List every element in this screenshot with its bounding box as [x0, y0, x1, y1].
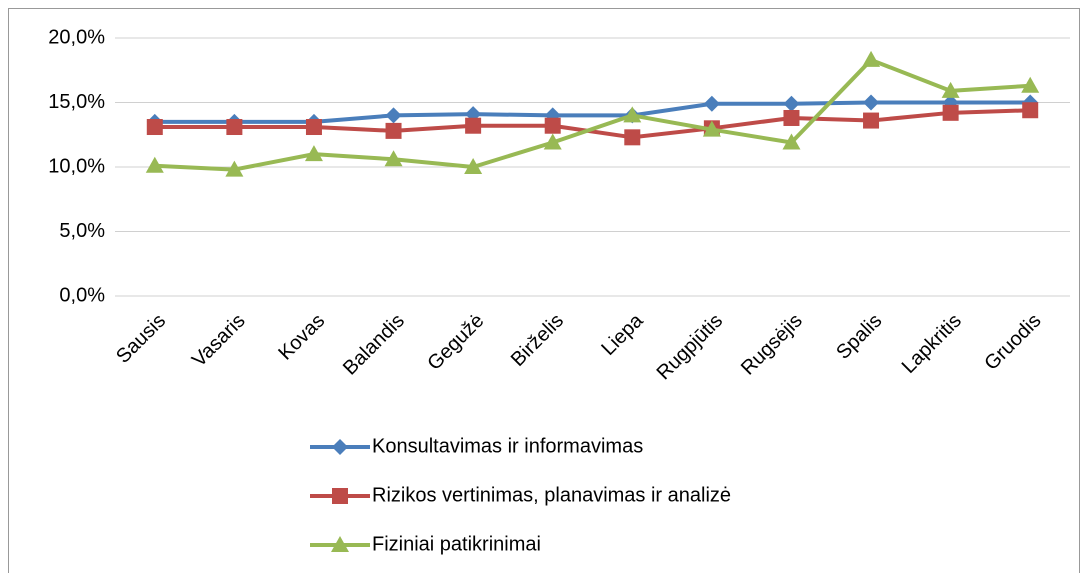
legend-label: Fiziniai patikrinimai	[372, 533, 541, 555]
point-marker	[544, 117, 561, 134]
point-marker	[863, 94, 880, 111]
x-tick-label: Rugpjūtis	[653, 310, 728, 385]
legend-label: Rizikos vertinimas, planavimas ir analiz…	[372, 484, 731, 506]
point-marker	[464, 158, 483, 174]
point-marker	[305, 119, 322, 136]
point-marker	[543, 133, 562, 150]
point-marker	[703, 95, 720, 112]
point-marker	[226, 119, 243, 136]
point-marker	[384, 150, 403, 167]
y-tick-label: 20,0%	[48, 26, 105, 48]
point-marker	[702, 120, 721, 137]
point-marker	[942, 104, 959, 121]
y-tick-label: 15,0%	[48, 91, 105, 113]
point-marker	[225, 160, 244, 177]
legend-label: Konsultavimas ir informavimas	[372, 435, 643, 457]
legend-marker	[332, 488, 348, 504]
x-tick-label: Liepa	[597, 309, 648, 360]
point-marker	[863, 112, 880, 129]
point-marker	[145, 156, 164, 173]
point-marker	[623, 106, 642, 123]
legend-marker	[332, 439, 348, 455]
point-marker	[783, 95, 800, 112]
x-tick-label: Gruodis	[980, 310, 1045, 375]
point-marker	[465, 117, 482, 134]
x-tick-label: Sausis	[112, 310, 170, 368]
x-tick-label: Spalis	[832, 310, 886, 364]
x-tick-label: Kovas	[274, 310, 329, 365]
point-marker	[304, 145, 323, 162]
point-marker	[782, 133, 801, 150]
x-tick-label: Lapkritis	[898, 310, 966, 378]
series-line	[154, 57, 1031, 172]
x-tick-label: Balandis	[339, 310, 409, 380]
x-tick-label: Birželis	[507, 310, 568, 371]
point-marker	[1022, 102, 1039, 119]
point-marker	[146, 119, 163, 136]
point-marker	[941, 81, 960, 98]
legend-marker	[331, 536, 349, 552]
y-tick-label: 5,0%	[59, 220, 105, 242]
point-marker	[624, 129, 641, 146]
series-line	[154, 108, 1031, 140]
point-marker	[385, 122, 402, 139]
series-line	[154, 100, 1031, 124]
x-tick-label: Rugsėjis	[737, 310, 807, 380]
point-marker	[385, 107, 402, 124]
point-marker	[862, 50, 881, 67]
x-tick-label: Gegužė	[423, 310, 488, 375]
chart-border	[8, 8, 1080, 573]
y-tick-label: 10,0%	[48, 155, 105, 177]
point-marker	[783, 109, 800, 126]
x-tick-label: Vasaris	[188, 310, 250, 372]
point-marker	[1021, 76, 1040, 93]
y-tick-label: 0,0%	[59, 284, 105, 306]
